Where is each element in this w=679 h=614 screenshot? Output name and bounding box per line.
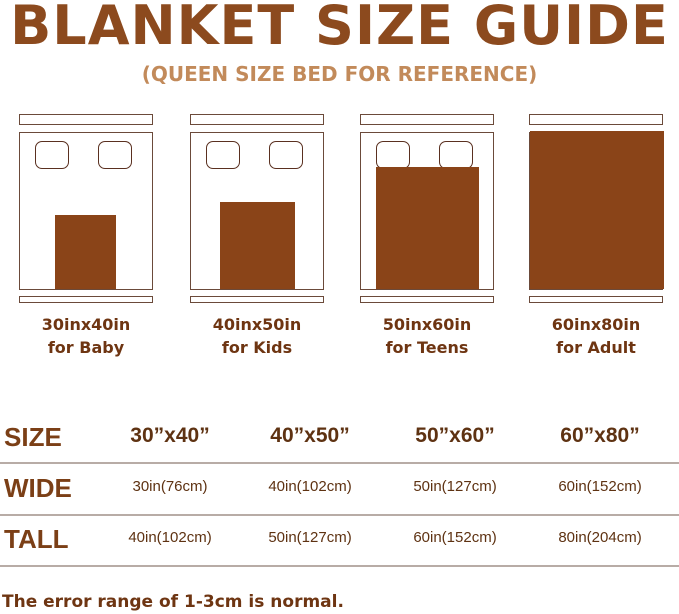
bed-illustration <box>529 114 664 304</box>
blanket-shape <box>220 202 295 289</box>
table-cell: 50”x60” <box>415 424 495 447</box>
bed-label-use: for Baby <box>47 338 125 357</box>
table-cell: 40”x50” <box>270 424 350 447</box>
table-cell: 60in(152cm) <box>413 529 497 546</box>
pillow-icon <box>376 141 410 169</box>
page-subtitle: (QUEEN SIZE BED FOR REFERENCE) <box>141 62 538 86</box>
bed-label-size: 50inx60in <box>382 315 472 334</box>
pillow-icon <box>439 141 473 169</box>
table-cell: 50in(127cm) <box>413 478 497 495</box>
bed-label-size: 40inx50in <box>212 315 302 334</box>
row-header-tall: TALL <box>4 524 69 554</box>
row-header-size: SIZE <box>4 422 62 452</box>
divider <box>0 565 679 567</box>
pillow-icon <box>98 141 132 169</box>
bed-frame <box>360 132 494 290</box>
bed-illustration <box>190 114 324 304</box>
headboard-rail <box>190 114 324 125</box>
bed-label-size: 60inx80in <box>551 315 641 334</box>
bed-label-size: 30inx40in <box>41 315 131 334</box>
page-title: BLANKET SIZE GUIDE <box>10 0 669 57</box>
table-cell: 40in(102cm) <box>268 478 352 495</box>
divider <box>0 462 679 464</box>
blanket-shape <box>376 167 479 289</box>
footboard-rail <box>190 296 324 303</box>
footer-note: The error range of 1-3cm is normal. <box>2 592 344 612</box>
table-cell: 30”x40” <box>130 424 210 447</box>
pillow-icon <box>35 141 69 169</box>
footboard-rail <box>19 296 153 303</box>
table-cell: 60”x80” <box>560 424 640 447</box>
footboard-rail <box>529 296 663 303</box>
headboard-rail <box>360 114 494 125</box>
table-cell: 60in(152cm) <box>558 478 642 495</box>
footboard-rail <box>360 296 494 303</box>
blanket-shape <box>530 131 664 289</box>
bed-label-use: for Adult <box>556 338 636 357</box>
divider <box>0 514 679 516</box>
headboard-rail <box>529 114 663 125</box>
bed-frame <box>190 132 324 290</box>
bed-label-use: for Teens <box>385 338 469 357</box>
table-cell: 50in(127cm) <box>268 529 352 546</box>
pillow-icon <box>206 141 240 169</box>
table-cell: 40in(102cm) <box>128 529 212 546</box>
row-header-wide: WIDE <box>4 473 72 503</box>
bed-frame <box>529 131 664 290</box>
table-cell: 30in(76cm) <box>132 478 208 495</box>
bed-illustration <box>19 114 153 304</box>
bed-illustration <box>360 114 494 304</box>
bed-frame <box>19 132 153 290</box>
table-cell: 80in(204cm) <box>558 529 642 546</box>
pillow-icon <box>269 141 303 169</box>
bed-label-use: for Kids <box>221 338 293 357</box>
headboard-rail <box>19 114 153 125</box>
blanket-shape <box>55 215 116 289</box>
